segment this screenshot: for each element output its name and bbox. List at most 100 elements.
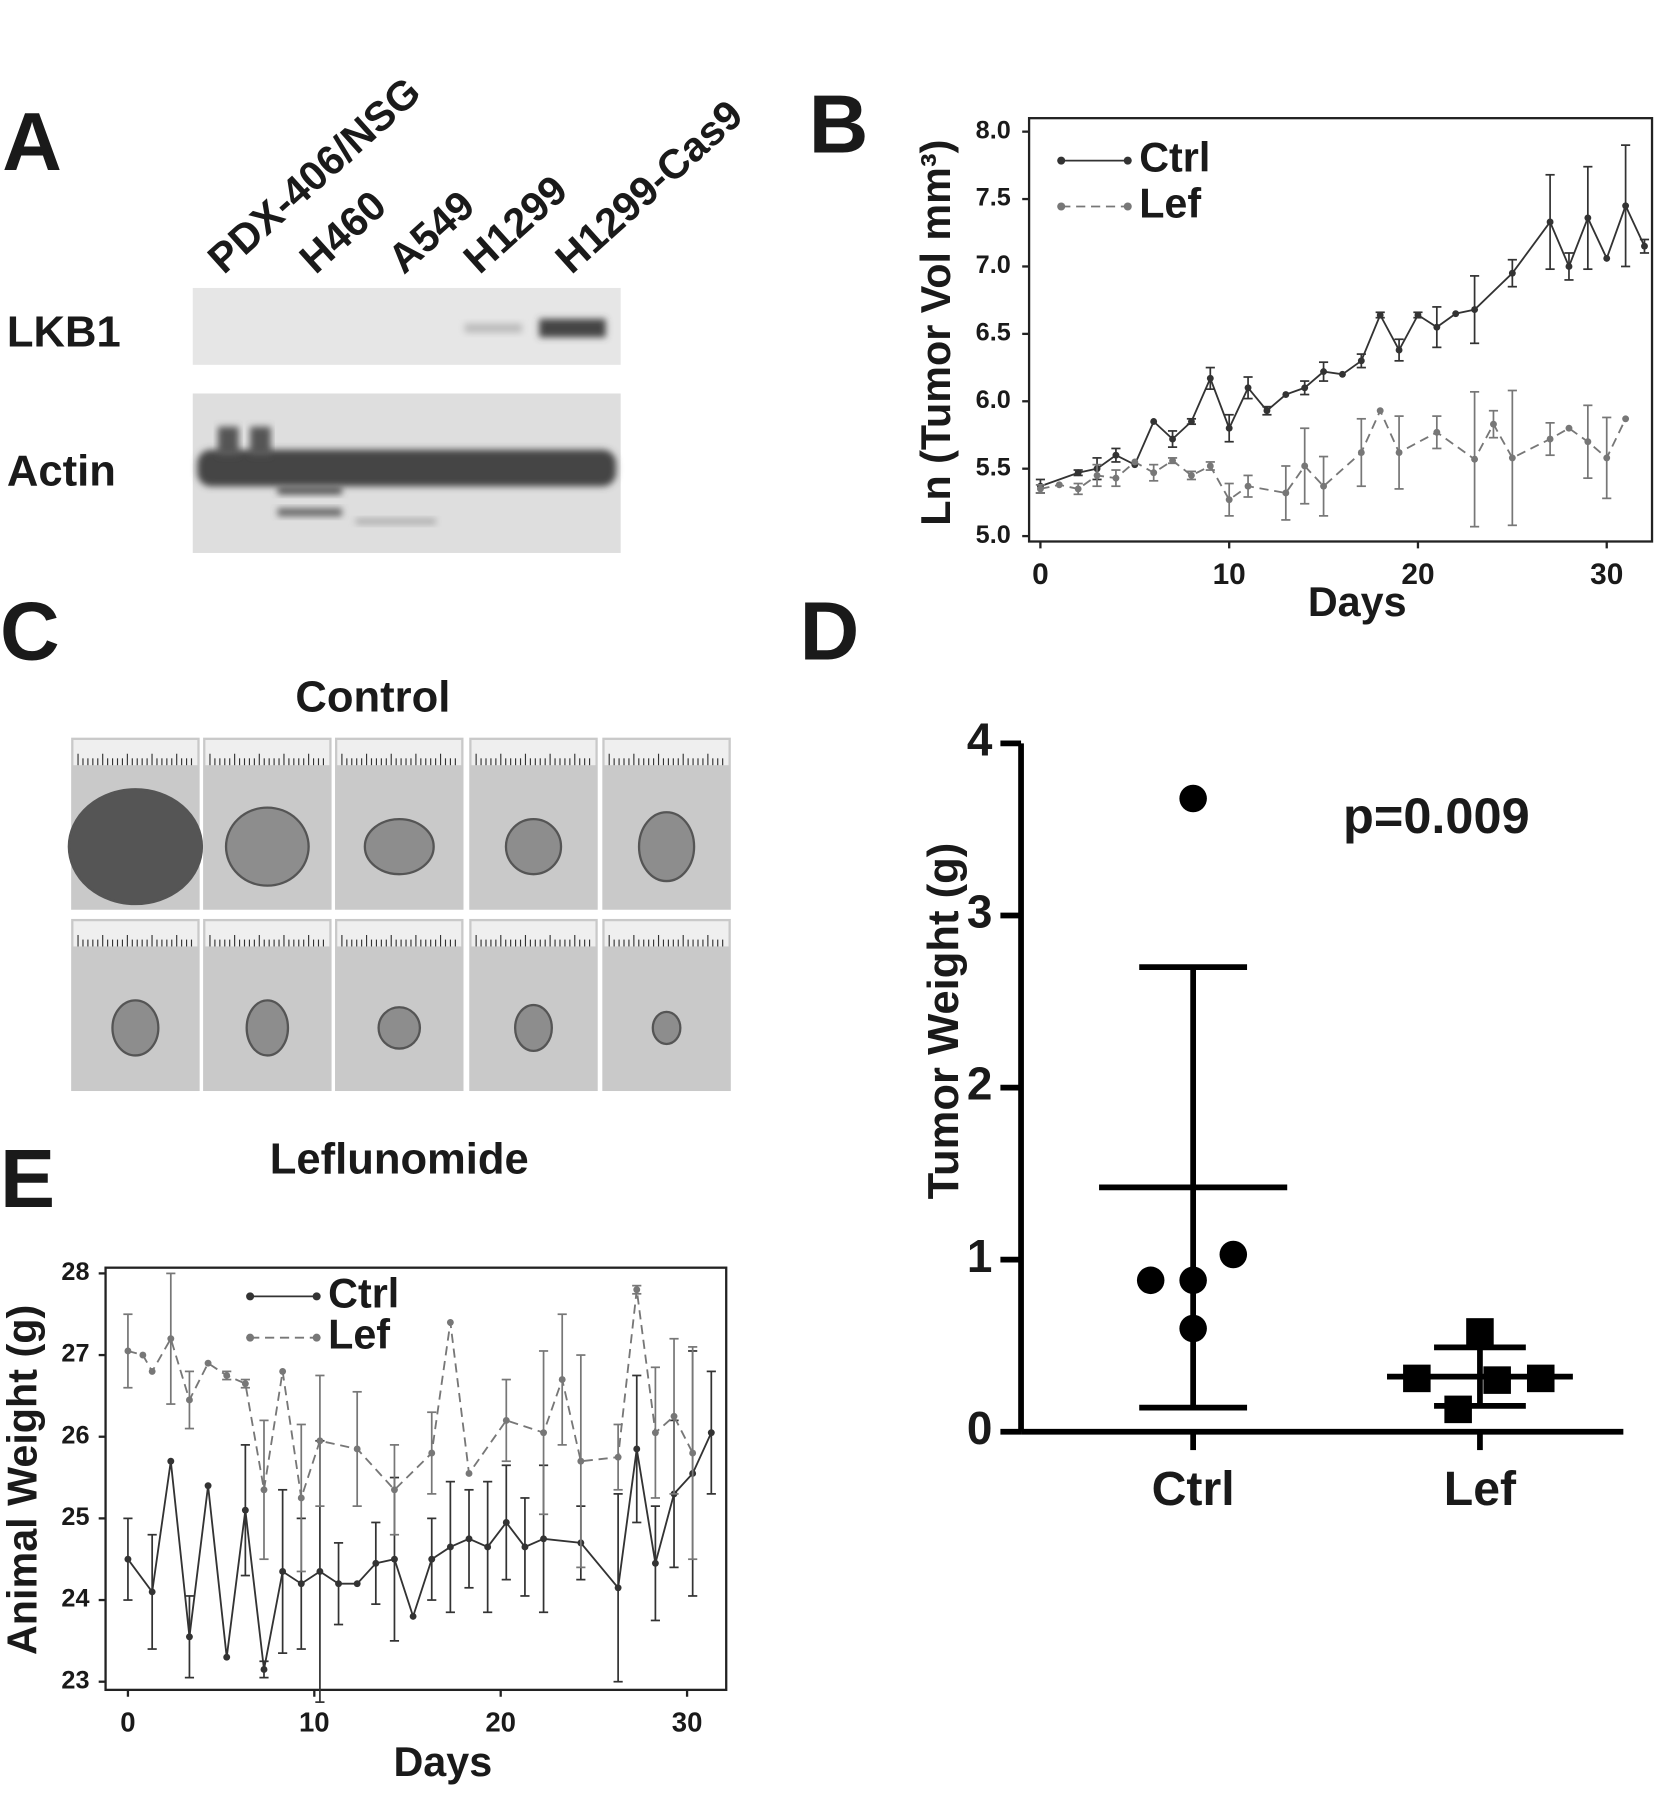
ruler [471, 739, 596, 766]
point [633, 1445, 641, 1453]
photo [71, 918, 200, 1092]
point [1074, 469, 1082, 477]
point [316, 1568, 324, 1575]
point [1508, 269, 1516, 277]
photo [335, 737, 464, 910]
point [1036, 485, 1044, 493]
y-tick-label: 8.0 [976, 116, 1011, 144]
point [353, 1445, 361, 1453]
point [297, 1580, 305, 1588]
legend-dot [1057, 202, 1066, 211]
point [1403, 1364, 1431, 1393]
annotation: p=0.009 [1343, 787, 1530, 844]
y-tick-label: 2 [967, 1058, 993, 1110]
photo [203, 737, 332, 910]
x-axis-label: Days [393, 1739, 492, 1785]
point [484, 1543, 492, 1551]
point [1466, 1318, 1494, 1346]
point [1433, 428, 1441, 436]
point [1395, 449, 1403, 456]
photo-bg [335, 918, 464, 1092]
x-tick-label: 30 [1590, 558, 1623, 591]
y-tick-label: 0 [967, 1402, 993, 1454]
photo [335, 918, 464, 1092]
photo-bg [602, 918, 731, 1092]
photo [602, 737, 731, 910]
point [241, 1380, 249, 1388]
point [148, 1588, 156, 1596]
point [1483, 1366, 1511, 1394]
band [197, 449, 617, 487]
point [502, 1519, 510, 1526]
y-tick-label: 4 [967, 714, 993, 766]
point [1055, 481, 1063, 489]
x-tick-label: Lef [1444, 1462, 1517, 1516]
point [1150, 418, 1158, 425]
point [1301, 462, 1309, 470]
tumor [637, 811, 696, 883]
y-tick-label: 28 [61, 1258, 89, 1286]
point [148, 1367, 156, 1375]
point [1339, 370, 1346, 378]
point [223, 1653, 231, 1661]
ruler [205, 921, 330, 947]
series-line [127, 1432, 713, 1670]
ruler [471, 921, 596, 947]
y-axis-label: Tumor Weight (g) [920, 843, 968, 1200]
point [1357, 357, 1365, 365]
legend-label: Lef [1139, 180, 1201, 226]
point [391, 1555, 398, 1563]
y-tick-label: 25 [61, 1503, 89, 1531]
point [465, 1470, 473, 1477]
point [1282, 489, 1290, 497]
point [465, 1535, 473, 1543]
panel-letter: C [0, 585, 60, 678]
point [335, 1580, 342, 1588]
point [1603, 454, 1611, 462]
point [316, 1437, 324, 1445]
y-tick-label: 26 [61, 1421, 89, 1449]
y-tick-label: 6.5 [976, 319, 1011, 347]
point [1093, 471, 1101, 479]
point [124, 1555, 132, 1563]
point [1131, 458, 1139, 466]
point [1187, 418, 1195, 425]
x-tick-label: 20 [1401, 558, 1434, 591]
point [1112, 474, 1120, 482]
photo-grid [67, 737, 731, 1092]
point [707, 1429, 715, 1437]
point [204, 1482, 212, 1490]
point [1263, 407, 1271, 415]
group-label: Leflunomide [270, 1136, 529, 1184]
photo [469, 737, 598, 910]
point [1490, 420, 1497, 428]
point [540, 1429, 548, 1437]
point [1622, 202, 1630, 210]
panel-letter: A [2, 95, 62, 188]
point [1244, 384, 1252, 392]
point [428, 1449, 436, 1457]
point [353, 1580, 361, 1588]
ruler [73, 921, 198, 947]
point [297, 1494, 305, 1502]
point [260, 1486, 268, 1494]
y-axis-label: Ln (Tumor Vol mm³) [913, 140, 959, 526]
band [250, 426, 271, 456]
group-label: Control [295, 673, 450, 721]
point [689, 1449, 697, 1457]
ruler [604, 739, 729, 766]
point [540, 1535, 548, 1543]
lane-label: H1299-Cas9 [547, 91, 752, 282]
point [1074, 485, 1082, 493]
point [1641, 242, 1648, 250]
point [1320, 368, 1328, 376]
point [1206, 462, 1214, 470]
y-tick-label: 23 [61, 1666, 89, 1694]
point [1301, 384, 1309, 392]
lane-label: A549 [379, 182, 483, 282]
point [1376, 311, 1384, 319]
point [139, 1351, 147, 1359]
y-axis-label: Animal Weight (g) [0, 1305, 46, 1655]
y-tick-label: 3 [967, 886, 993, 938]
